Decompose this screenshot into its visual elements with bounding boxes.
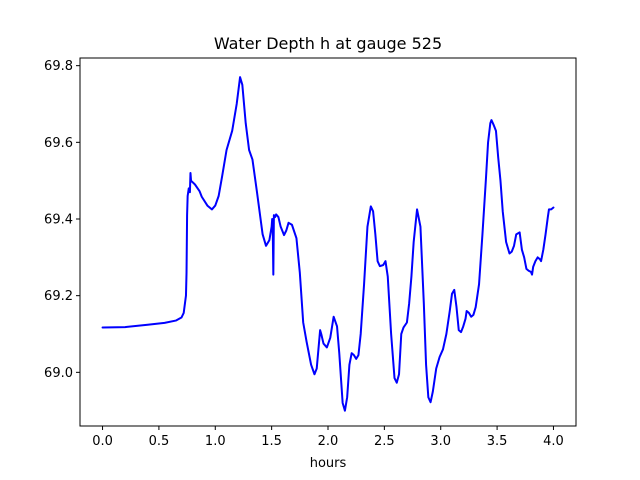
x-tick-label: 4.0 bbox=[543, 434, 564, 449]
x-tick-label: 0.0 bbox=[92, 434, 113, 449]
x-tick-label: 3.0 bbox=[430, 434, 451, 449]
x-tick-label: 1.5 bbox=[261, 434, 282, 449]
x-tick-label: 2.0 bbox=[318, 434, 339, 449]
x-tick-label: 1.0 bbox=[205, 434, 226, 449]
y-axis: 69.0 69.2 69.4 69.6 69.8 bbox=[44, 59, 80, 381]
plot-area-frame bbox=[79, 57, 577, 427]
y-tick-label: 69.2 bbox=[44, 289, 73, 304]
x-tick-label: 0.5 bbox=[149, 434, 170, 449]
y-tick-label: 69.6 bbox=[44, 136, 73, 151]
x-axis-title: hours bbox=[310, 456, 347, 471]
y-tick-label: 69.0 bbox=[44, 366, 73, 381]
series-line-water-depth bbox=[101, 76, 555, 412]
y-tick-label: 69.4 bbox=[44, 213, 73, 228]
x-axis: 0.0 0.5 1.0 1.5 2.0 2.5 3.0 3.5 4.0 bbox=[92, 426, 564, 449]
y-tick-label: 69.8 bbox=[44, 59, 73, 74]
x-tick-label: 2.5 bbox=[374, 434, 395, 449]
chart-title: Water Depth h at gauge 525 bbox=[214, 34, 442, 53]
x-tick-label: 3.5 bbox=[487, 434, 508, 449]
